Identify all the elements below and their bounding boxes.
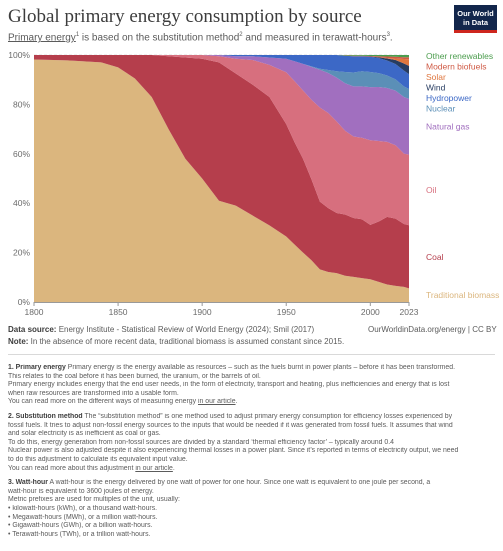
subtitle-text-d: .	[389, 32, 393, 44]
footnote-2-line: to do this adjustment to calculate its e…	[8, 455, 188, 463]
footnote-marker-2: 2	[239, 32, 243, 38]
footnote-1-text: .	[235, 398, 238, 406]
series-label-modern-biofuels: Modern biofuels	[426, 62, 486, 72]
footnote-2-line: Nuclear power is also adjusted despite i…	[8, 447, 459, 455]
y-tick-labels: 0% 20% 40% 60% 80% 100%	[8, 50, 30, 307]
footnote-1: 1. Primary energy Primary energy is the …	[8, 364, 498, 407]
area-hydropower	[34, 55, 409, 89]
series-label-coal: Coal	[426, 252, 444, 262]
footnote-2-line: You can read more about this adjustment …	[8, 465, 498, 474]
y-tick-label: 20%	[13, 248, 30, 258]
note-label: Note:	[8, 337, 29, 346]
area-coal	[34, 55, 409, 289]
footnotes: 1. Primary energy Primary energy is the …	[8, 364, 498, 545]
x-tick-label: 1850	[109, 307, 128, 317]
area-oil	[34, 55, 409, 226]
footnote-1-heading: 1. Primary energy	[8, 364, 66, 371]
y-tick-label: 100%	[8, 50, 30, 60]
area-wind	[34, 55, 409, 75]
series-label-natural-gas: Natural gas	[426, 122, 469, 132]
data-source-label: Data source:	[8, 325, 57, 334]
area-other-renewables	[34, 55, 409, 58]
x-tick-label: 1900	[193, 307, 212, 317]
footnote-3-heading: 3. Watt-hour	[8, 479, 48, 487]
footnote-2-line: fossil fuels. It tries to adjust non-fos…	[8, 421, 453, 429]
x-axis: 1800 1850 1900 1950 2000 2023	[25, 302, 419, 317]
footnote-1-line: You can read more on the different ways …	[8, 398, 498, 407]
chart-title: Global primary energy consumption by sou…	[8, 6, 362, 27]
y-tick-label: 0%	[18, 297, 31, 307]
footnote-1-line: 1. Primary energy Primary energy is the …	[8, 364, 498, 373]
chart-note: Note: In the absence of more recent data…	[8, 337, 344, 346]
x-tick-label: 2023	[400, 307, 419, 317]
area-traditional-biomass	[34, 59, 409, 303]
article-link-2[interactable]: in our article	[135, 464, 173, 472]
logo-accent-bar	[454, 30, 497, 33]
x-tick-label: 1950	[277, 307, 296, 317]
divider	[8, 354, 495, 355]
x-tick-label: 2000	[361, 307, 380, 317]
footnote-marker-1: 1	[75, 32, 80, 38]
note-text: In the absence of more recent data, trad…	[28, 337, 345, 346]
footnote-1-line: Primary energy includes energy that the …	[8, 381, 450, 389]
footnote-2-line: To do this, energy generation from non-f…	[8, 438, 394, 446]
logo-line-2: in Data	[462, 18, 488, 27]
subtitle-primary-energy-link[interactable]: Primary energy	[8, 32, 76, 44]
footnote-3-line: • kilowatt-hours (kWh), or a thousand wa…	[8, 504, 158, 512]
footnote-2-line: 2. Substitution method The “substitution…	[8, 413, 498, 422]
footnote-3-line: Metric prefixes are used for multiples o…	[8, 496, 180, 504]
owid-url[interactable]: OurWorldinData.org/energy | CC BY	[368, 325, 497, 334]
series-label-oil: Oil	[426, 185, 437, 195]
footnote-2-text: You can read more about this adjustment	[8, 464, 136, 472]
y-tick-label: 40%	[13, 198, 30, 208]
article-link-1[interactable]: in our article	[198, 398, 236, 406]
subtitle-text-b: is based on the substitution method	[79, 32, 240, 44]
subtitle-text-c: and measured in terawatt-hours	[242, 32, 387, 44]
footnote-1-text: Primary energy is the energy available a…	[65, 364, 455, 371]
footnote-1-text: You can read more on the different ways …	[8, 398, 198, 406]
footnote-3-line: • Megawatt-hours (MWh), or a million wat…	[8, 513, 158, 521]
series-label-nuclear: Nuclear	[426, 104, 455, 114]
logo-line-1: Our World	[457, 9, 494, 18]
data-source-text: Energy Institute - Statistical Review of…	[56, 325, 315, 334]
footnote-2-text: .	[172, 464, 175, 472]
footnote-1-line: when raw resources are transformed into …	[8, 389, 179, 397]
series-areas	[34, 55, 409, 303]
chart-subtitle: Primary energy1 is based on the substitu…	[8, 32, 393, 43]
series-label-other-renewables: Other renewables	[426, 51, 493, 61]
footnote-3-line: • Terawatt-hours (TWh), or a trillion wa…	[8, 530, 151, 538]
owid-logo[interactable]: Our World in Data	[454, 5, 497, 33]
footnote-2: 2. Substitution method The “substitution…	[8, 413, 498, 473]
y-tick-label: 80%	[13, 99, 30, 109]
footnote-marker-3: 3	[386, 32, 390, 38]
footnote-1-line: This relates to the coal before it has b…	[8, 372, 261, 380]
data-source: Data source: Energy Institute - Statisti…	[8, 325, 314, 334]
footnote-2-line: and solar electricity is as inefficient …	[8, 430, 161, 438]
footnote-2-text: The “substitution method” is one method …	[82, 412, 453, 420]
footnote-3-line: 3. Watt-hour A watt-hour is the energy d…	[8, 479, 498, 488]
x-tick-label: 1800	[25, 307, 44, 317]
y-tick-label: 60%	[13, 149, 30, 159]
series-label-solar: Solar	[426, 72, 446, 82]
footnote-3-text: A watt-hour is the energy delivered by o…	[47, 479, 431, 487]
series-label-hydropower: Hydropower	[426, 93, 472, 103]
series-label-traditional-biomass: Traditional biomass	[426, 290, 499, 300]
footnote-3-line: watt-hour is equivalent to 3600 joules o…	[8, 487, 154, 495]
footnote-3: 3. Watt-hour A watt-hour is the energy d…	[8, 479, 498, 539]
footnote-2-heading: 2. Substitution method	[8, 412, 83, 420]
series-label-wind: Wind	[426, 83, 446, 93]
stacked-area-chart: 0% 20% 40% 60% 80% 100% 1800 1850 1900 1950 2000 2…	[8, 50, 499, 317]
footnote-3-line: • Gigawatt-hours (GWh), or a billion wat…	[8, 522, 153, 530]
area-natural-gas	[34, 55, 409, 155]
